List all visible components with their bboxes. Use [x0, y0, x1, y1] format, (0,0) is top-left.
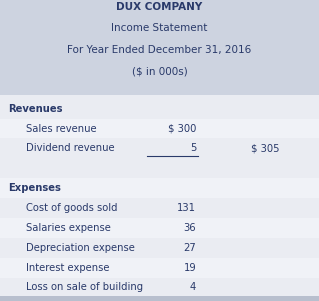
Bar	[0, 297, 319, 301]
Text: 27: 27	[183, 243, 196, 253]
Text: 19: 19	[183, 262, 196, 273]
Text: 36: 36	[183, 223, 196, 233]
Text: 4: 4	[190, 282, 196, 293]
Text: $ 300: $ 300	[168, 123, 196, 134]
Bar	[0, 99, 319, 119]
Text: Revenues: Revenues	[8, 104, 63, 114]
Bar	[0, 278, 319, 297]
Text: ($ in 000s): ($ in 000s)	[132, 67, 187, 77]
Bar	[0, 238, 319, 258]
Bar	[0, 218, 319, 238]
Text: For Year Ended December 31, 2016: For Year Ended December 31, 2016	[67, 45, 252, 55]
Text: 131: 131	[177, 203, 196, 213]
Text: Dividend revenue: Dividend revenue	[26, 143, 114, 154]
Text: Interest expense: Interest expense	[26, 262, 109, 273]
Bar	[0, 119, 319, 138]
Text: Loss on sale of building: Loss on sale of building	[26, 282, 143, 293]
Bar	[0, 198, 319, 218]
Bar	[0, 138, 319, 158]
Text: Salaries expense: Salaries expense	[26, 223, 110, 233]
Bar	[0, 0, 319, 95]
Bar	[0, 178, 319, 198]
Text: Cost of goods sold: Cost of goods sold	[26, 203, 117, 213]
Text: Depreciation expense: Depreciation expense	[26, 243, 134, 253]
Text: Sales revenue: Sales revenue	[26, 123, 96, 134]
Text: DUX COMPANY: DUX COMPANY	[116, 2, 203, 11]
Bar	[0, 258, 319, 278]
Bar	[0, 296, 319, 301]
Text: Income Statement: Income Statement	[111, 23, 208, 33]
Text: $ 305: $ 305	[251, 143, 279, 154]
Text: 5: 5	[190, 143, 196, 154]
Text: Expenses: Expenses	[8, 183, 61, 193]
